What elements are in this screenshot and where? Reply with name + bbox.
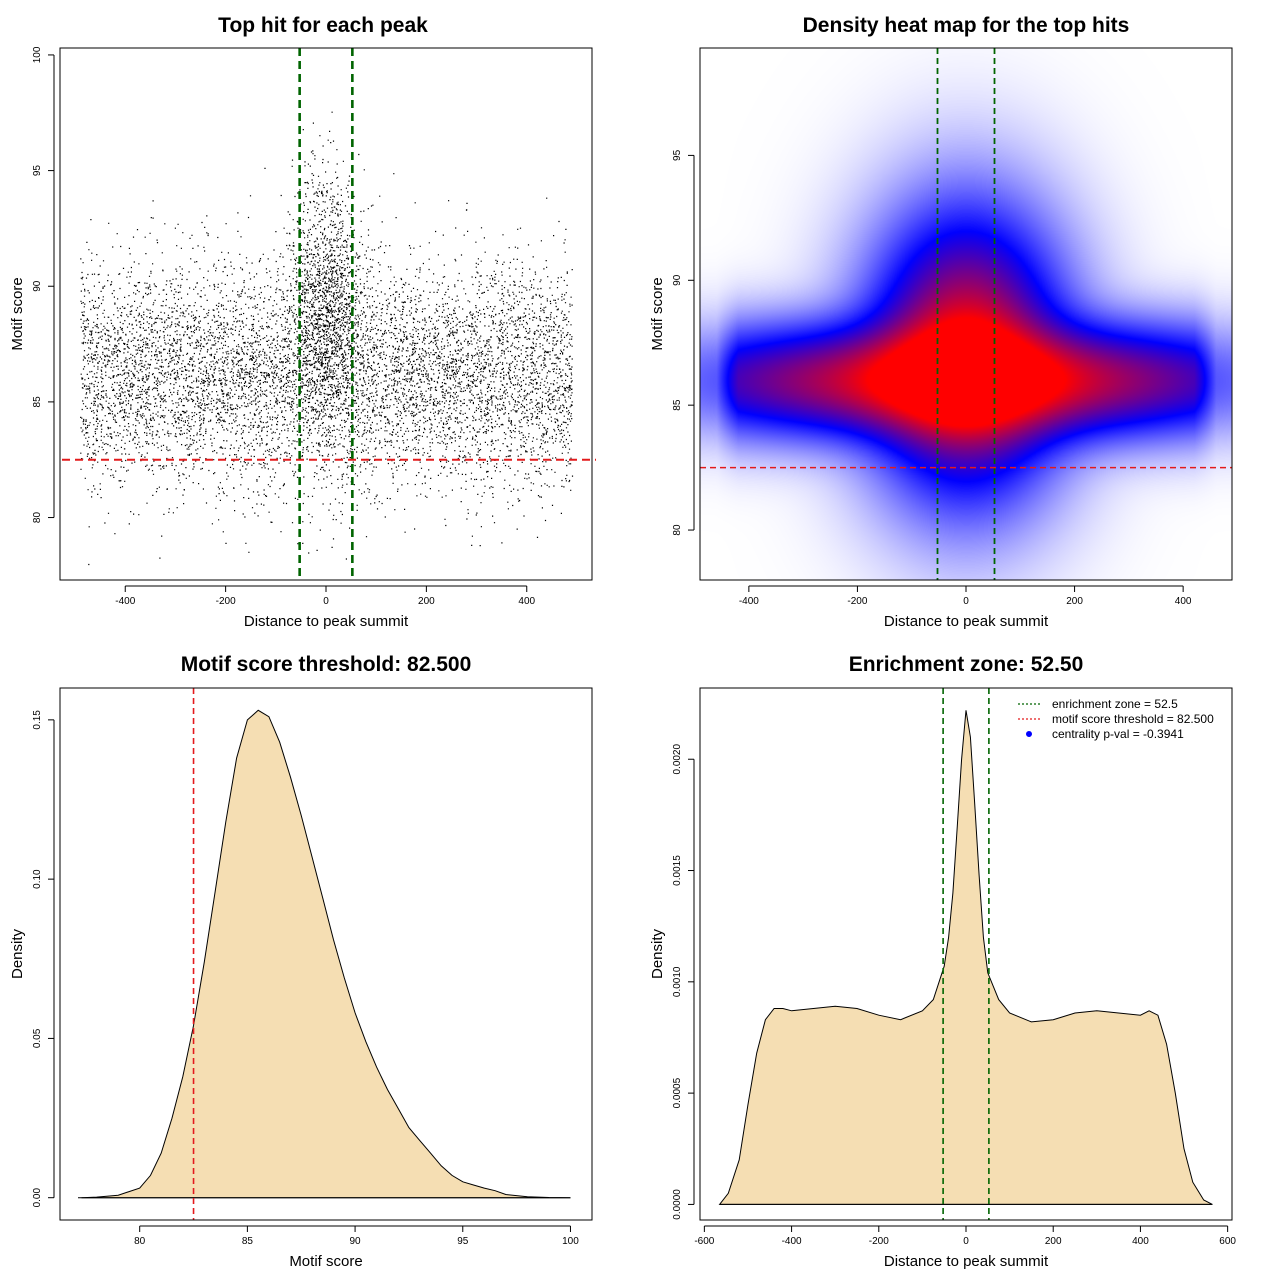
- y-tick-label: 85: [32, 396, 43, 408]
- legend: enrichment zone = 52.5 motif score thres…: [1018, 697, 1214, 741]
- y-tick-label: 80: [672, 524, 683, 536]
- distance-density-x-axis: -600 -400 -200 0 200 400 600: [694, 1225, 1236, 1247]
- score-density-ylabel: Density: [9, 928, 26, 979]
- distance-density-xlabel: Distance to peak summit: [884, 1253, 1049, 1270]
- x-tick-label: 0: [963, 1236, 969, 1247]
- x-tick-label: 85: [242, 1236, 254, 1247]
- y-tick-label: 85: [672, 399, 683, 411]
- score-density-reference-lines: [78, 688, 571, 1220]
- heatmap-canvas: [700, 48, 1232, 580]
- distance-density-area: [718, 710, 1213, 1205]
- score-density-y-axis: 0.00 0.05 0.10 0.15: [32, 710, 55, 1208]
- y-tick-label: 0.0005: [672, 1077, 683, 1108]
- heatmap-y-axis: 80 85 90 95: [672, 149, 695, 536]
- legend-label-motif-threshold: motif score threshold = 82.500: [1052, 712, 1214, 726]
- x-tick-label: 200: [1045, 1236, 1062, 1247]
- x-tick-label: 0: [323, 596, 329, 607]
- heatmap-plot-frame: [699, 47, 1233, 581]
- y-tick-label: 95: [32, 165, 43, 177]
- x-tick-label: 200: [418, 596, 435, 607]
- panel-heatmap: Density heat map for the top hits -400 -2…: [649, 14, 1233, 630]
- legend-label-centrality: centrality p-val = -0.3941: [1052, 727, 1184, 741]
- y-tick-label: 90: [32, 280, 43, 292]
- distance-density-y-axis: 0.0000 0.0005 0.0010 0.0015 0.0020: [672, 744, 695, 1220]
- heatmap-title: Density heat map for the top hits: [803, 14, 1130, 37]
- x-tick-label: -400: [782, 1236, 802, 1247]
- y-tick-label: 0.05: [32, 1028, 43, 1048]
- y-tick-label: 0.00: [32, 1188, 43, 1208]
- distance-density-reference-lines: [719, 688, 1213, 1220]
- y-tick-label: 90: [672, 274, 683, 286]
- x-tick-label: 0: [963, 596, 969, 607]
- y-tick-label: 0.0015: [672, 855, 683, 886]
- x-tick-label: 95: [457, 1236, 469, 1247]
- scatter-x-axis: -400 -200 0 200 400: [115, 585, 536, 607]
- x-tick-label: -600: [694, 1236, 714, 1247]
- x-tick-label: 400: [1175, 596, 1192, 607]
- y-tick-label: 95: [672, 149, 683, 161]
- panel-score-density: Motif score threshold: 82.500 80 85 90 95 10…: [9, 653, 593, 1270]
- distance-density-title: Enrichment zone: 52.50: [849, 653, 1084, 676]
- x-tick-label: -400: [739, 596, 759, 607]
- scatter-point-cloud: [80, 111, 574, 566]
- y-tick-label: 0.0020: [672, 744, 683, 775]
- heatmap-canvas-holder: [700, 48, 1232, 580]
- scatter-title: Top hit for each peak: [218, 14, 428, 37]
- scatter-xlabel: Distance to peak summit: [244, 613, 409, 630]
- x-tick-label: -200: [847, 596, 867, 607]
- x-tick-label: 400: [518, 596, 535, 607]
- x-tick-label: -200: [869, 1236, 889, 1247]
- heatmap-ylabel: Motif score: [649, 277, 666, 350]
- score-density-title: Motif score threshold: 82.500: [181, 653, 472, 676]
- x-tick-label: 100: [562, 1236, 579, 1247]
- heatmap-x-axis: -400 -200 0 200 400: [739, 585, 1192, 607]
- scatter-points: [80, 111, 574, 566]
- heatmap-xlabel: Distance to peak summit: [884, 613, 1049, 630]
- y-tick-label: 0.0010: [672, 966, 683, 997]
- scatter-reference-lines: [62, 48, 596, 580]
- scatter-ylabel: Motif score: [9, 277, 26, 350]
- y-tick-label: 100: [32, 46, 43, 63]
- panel-distance-density: Enrichment zone: 52.50 -600 -400 -200 0 200 4…: [649, 653, 1236, 1270]
- panel-scatter: Top hit for each peak -400 -200 0 200 400 80…: [9, 14, 596, 630]
- score-density-xlabel: Motif score: [289, 1253, 362, 1270]
- x-tick-label: 80: [134, 1236, 146, 1247]
- score-density-x-axis: 80 85 90 95 100: [134, 1225, 579, 1247]
- legend-swatch-centrality: [1026, 731, 1032, 737]
- y-tick-label: 0.15: [32, 710, 43, 730]
- distance-density-ylabel: Density: [649, 928, 666, 979]
- heatmap-reference-lines: [700, 48, 1232, 580]
- legend-label-enrichment-zone: enrichment zone = 52.5: [1052, 697, 1178, 711]
- y-tick-label: 0.0000: [672, 1189, 683, 1220]
- x-tick-label: 600: [1219, 1236, 1236, 1247]
- y-tick-label: 0.10: [32, 869, 43, 889]
- scatter-plot-frame: [59, 47, 593, 581]
- x-tick-label: -400: [115, 596, 135, 607]
- x-tick-label: 400: [1132, 1236, 1149, 1247]
- x-tick-label: -200: [216, 596, 236, 607]
- y-tick-label: 80: [32, 512, 43, 524]
- score-density-plot-frame: [59, 687, 593, 1221]
- distance-density-plot-frame: [699, 687, 1233, 1221]
- score-density-area: [81, 709, 571, 1199]
- x-tick-label: 90: [350, 1236, 362, 1247]
- x-tick-label: 200: [1066, 596, 1083, 607]
- scatter-y-axis: 80 85 90 95 100: [32, 46, 55, 524]
